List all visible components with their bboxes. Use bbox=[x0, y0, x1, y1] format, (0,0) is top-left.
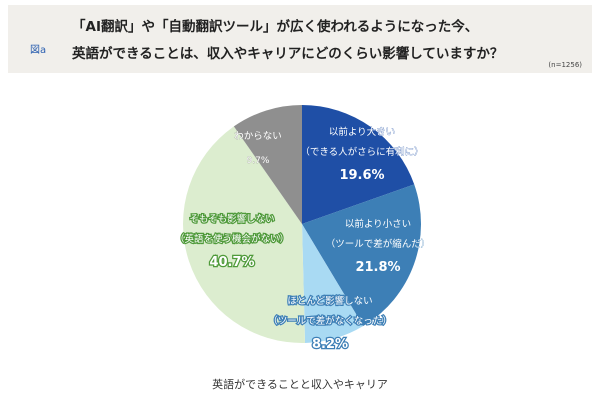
slice-label: ほとんど影響しない bbox=[287, 295, 372, 307]
slice-value-label: 8.2% bbox=[312, 337, 348, 352]
slice-label: 以前より大きい bbox=[329, 126, 395, 138]
slice-sublabel: （ツールで差が縮んだ） bbox=[326, 238, 431, 250]
slice-sublabel: （ツールで差がなくなった） bbox=[268, 315, 392, 327]
sample-size: (n=1256) bbox=[548, 61, 582, 69]
question-line-2: 英語ができることは、収入やキャリアにどのくらい影響していますか？ bbox=[72, 46, 504, 62]
pie-slice bbox=[302, 105, 415, 224]
slice-label: わからない bbox=[234, 131, 282, 142]
slice-value-label: 21.8% bbox=[355, 260, 400, 275]
question-header: 図a 「AI翻訳」や「自動翻訳ツール」が広く使われるようになった今、 英語ができ… bbox=[8, 5, 592, 73]
slice-value-label: 9.7% bbox=[247, 156, 270, 166]
figure-label: 図a bbox=[30, 45, 47, 56]
pie-slice bbox=[302, 184, 421, 327]
slice-value-label: 40.7% bbox=[209, 255, 254, 270]
pie-slice bbox=[182, 126, 305, 344]
slice-value-label: 19.6% bbox=[339, 168, 384, 183]
pie-slice bbox=[302, 224, 364, 343]
question-line-1: 「AI翻訳」や「自動翻訳ツール」が広く使われるようになった今、 bbox=[72, 19, 479, 35]
pie-slice bbox=[233, 105, 302, 224]
slice-label: 以前より小さい bbox=[345, 218, 411, 230]
chart-caption: 英語ができることと収入やキャリア bbox=[212, 378, 388, 391]
slice-sublabel: （できる人がさらに有利に） bbox=[300, 146, 423, 158]
slice-label: そもそも影響しない bbox=[189, 213, 274, 225]
slice-sublabel: （英語を使う機会がない） bbox=[175, 233, 289, 245]
